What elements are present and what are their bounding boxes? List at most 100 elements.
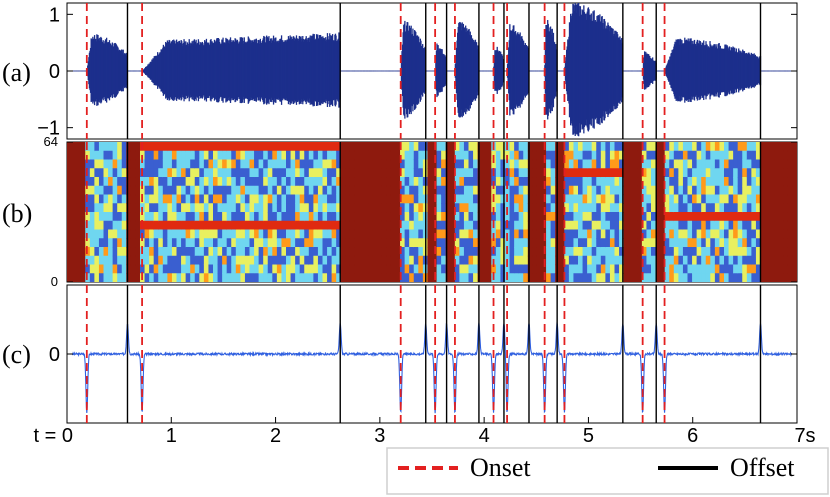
heatmap-cell (112, 273, 118, 282)
heatmap-cell (477, 203, 483, 213)
heatmap-cell (167, 264, 173, 274)
heatmap-cell (276, 247, 283, 257)
heatmap-cell (651, 150, 657, 161)
heatmap-cell (536, 142, 543, 152)
heatmap-cell (769, 273, 775, 282)
heatmap-cell (98, 177, 105, 187)
heatmap-cell (231, 247, 237, 257)
heatmap-cell (559, 264, 565, 274)
heatmap-cell (632, 229, 638, 239)
heatmap-cell (213, 247, 219, 257)
heatmap-cell (290, 255, 296, 266)
heatmap-cell (144, 273, 150, 282)
heatmap-cell (605, 159, 611, 169)
heatmap-cell (413, 212, 419, 222)
x-tick-label: t = 0 (34, 425, 73, 447)
heatmap-cell (664, 185, 670, 196)
heatmap-cell (641, 255, 648, 266)
heatmap-cell (596, 185, 602, 196)
heatmap-cell (263, 212, 269, 222)
heatmap-cell (518, 142, 524, 152)
heatmap-cell (89, 238, 95, 248)
heatmap-cell (181, 212, 187, 222)
heatmap-cell (400, 185, 406, 196)
heatmap-cell (213, 212, 219, 222)
heatmap-cell (80, 229, 86, 239)
heatmap-cell (336, 264, 342, 274)
heatmap-cell (76, 247, 82, 257)
heatmap-cell (286, 150, 292, 161)
heatmap-cell (222, 168, 228, 178)
heatmap-cell (176, 142, 182, 152)
heatmap-cell (687, 212, 693, 222)
heatmap-cell (441, 247, 447, 257)
heatmap-cell (628, 194, 634, 204)
heatmap-cell (308, 229, 314, 239)
heatmap-cell (546, 142, 552, 152)
heatmap-cell (783, 142, 789, 152)
heatmap-cell (117, 247, 123, 257)
heatmap-cell (327, 220, 333, 231)
heatmap-cell (651, 168, 657, 178)
heatmap-cell (673, 220, 679, 231)
heatmap-cell (724, 255, 730, 266)
heatmap-cell (655, 212, 661, 222)
heatmap-cell (144, 150, 150, 161)
heatmap-cell (222, 142, 228, 152)
heatmap-cell (345, 185, 351, 196)
heatmap-cell (368, 247, 374, 257)
heatmap-cell (158, 185, 164, 196)
heatmap-cell (536, 150, 543, 161)
heatmap-cell (696, 238, 702, 248)
heatmap-cell (67, 203, 73, 213)
heatmap-cell (774, 185, 780, 196)
heatmap-cell (76, 203, 82, 213)
heatmap-cell (710, 203, 716, 213)
heatmap-cell (532, 168, 538, 178)
heatmap-cell (678, 255, 684, 266)
heatmap-cell (286, 159, 292, 169)
heatmap-cell (317, 185, 324, 196)
heatmap-cell (208, 168, 214, 178)
heatmap-cell (774, 247, 780, 257)
heatmap-cell (514, 159, 520, 169)
heatmap-cell (276, 229, 283, 239)
heatmap-cell (532, 212, 538, 222)
heatmap-cell (272, 203, 278, 213)
heatmap-cell (121, 273, 127, 282)
heatmap-cell (89, 220, 95, 231)
heatmap-cell (660, 220, 666, 231)
heatmap-cell (208, 203, 214, 213)
heatmap-cell (518, 212, 524, 222)
heatmap-cell (390, 247, 397, 257)
heatmap-cell (272, 194, 278, 204)
heatmap-cell (463, 273, 470, 282)
heatmap-cell (783, 159, 789, 169)
heatmap-cell (395, 264, 401, 274)
heatmap-cell (701, 168, 707, 178)
heatmap-cell (327, 264, 333, 274)
heatmap-cell (290, 177, 296, 187)
heatmap-cell (249, 255, 255, 266)
heatmap-cell (532, 150, 538, 161)
heatmap-cell (345, 159, 351, 169)
heatmap-cell (368, 264, 374, 274)
heatmap-cell (692, 229, 698, 239)
heatmap-cell (769, 229, 775, 239)
heatmap-cell (623, 238, 629, 248)
heatmap-cell (112, 150, 118, 161)
heatmap-cell (299, 220, 305, 231)
heatmap-cell (564, 185, 570, 196)
heatmap-cell (94, 264, 100, 274)
heatmap-cell (687, 194, 693, 204)
heatmap-cell (340, 255, 346, 266)
heatmap-cell (568, 203, 575, 213)
heatmap-cell (546, 177, 552, 187)
heatmap-cell (390, 150, 397, 161)
heatmap-cell (705, 273, 711, 282)
heatmap-cell (76, 142, 82, 152)
heatmap-cell (678, 168, 684, 178)
heatmap-cell (117, 203, 123, 213)
heatmap-cell (500, 255, 506, 266)
heatmap-cell (299, 203, 305, 213)
